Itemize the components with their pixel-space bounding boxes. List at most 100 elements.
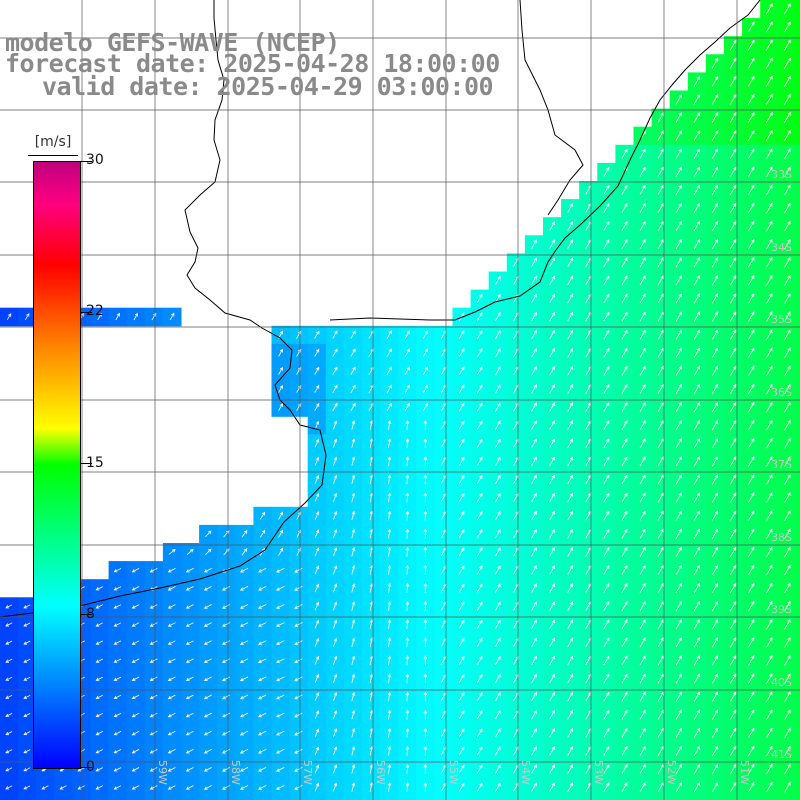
wind-arrow [132, 749, 140, 754]
wind-arrow [314, 403, 320, 412]
wind-arrow [186, 549, 194, 555]
wind-speed-cell [597, 796, 616, 800]
wind-arrow [314, 566, 319, 575]
wind-arrow [675, 112, 682, 123]
wind-arrow [114, 694, 122, 699]
wind-arrow [388, 656, 391, 666]
wind-arrow [23, 658, 31, 663]
wind-arrow-head [479, 420, 483, 425]
wind-arrow-head [258, 750, 262, 754]
wind-arrow-head [167, 786, 172, 790]
wind-arrow [693, 746, 700, 756]
wind-arrow [351, 746, 355, 756]
wind-arrow-head [569, 619, 573, 624]
wind-arrow-head [276, 786, 280, 790]
wind-arrow [258, 567, 267, 573]
wind-arrow-head [696, 383, 700, 388]
wind-arrow-head [606, 329, 610, 334]
wind-arrow-head [660, 546, 664, 551]
wind-arrow [351, 674, 355, 684]
wind-arrow-head [551, 474, 555, 479]
wind-arrow [204, 767, 212, 772]
wind-arrow [729, 366, 737, 376]
wind-arrow [765, 3, 773, 15]
wind-arrow [784, 185, 791, 196]
wind-arrow-head [733, 763, 737, 768]
wind-arrow-head [733, 293, 737, 298]
wind-arrow-head [152, 312, 157, 317]
wind-speed-cell [253, 796, 272, 800]
wind-arrow [603, 656, 610, 666]
wind-arrow [350, 367, 356, 375]
wind-arrow-head [315, 565, 320, 570]
wind-arrow-head [294, 587, 298, 591]
wind-arrow-head [333, 655, 338, 660]
wind-arrow-head [221, 677, 226, 682]
wind-arrow [567, 257, 573, 267]
wind-arrow-head [497, 565, 501, 569]
wind-arrow-head [479, 637, 483, 642]
wind-arrow-head [149, 569, 154, 573]
wind-arrow [639, 420, 646, 430]
wind-speed-cell [796, 687, 800, 707]
wind-arrow-head [167, 659, 172, 663]
colorbar-tick-label: 22 [86, 303, 104, 319]
wind-arrow-head [660, 347, 664, 352]
wind-arrow-head [479, 583, 483, 588]
wind-arrow [766, 293, 773, 304]
wind-arrow-head [642, 564, 646, 569]
wind-arrow-head [733, 148, 737, 153]
wind-arrow [440, 330, 447, 340]
wind-speed-cell [669, 796, 689, 800]
wind-arrow-head [276, 732, 280, 736]
wind-arrow [476, 638, 483, 647]
wind-arrow-head [405, 745, 410, 750]
wind-speed-cell [579, 796, 598, 800]
wind-arrow [711, 402, 718, 413]
wind-arrow-head [203, 587, 208, 591]
wind-arrow-head [678, 130, 682, 134]
wind-arrow-head [624, 619, 628, 624]
wind-arrow [368, 403, 374, 412]
wind-arrow-head [351, 438, 356, 443]
wind-arrow [369, 583, 373, 593]
wind-arrow-head [660, 438, 664, 442]
wind-arrow-head [551, 673, 555, 678]
wind-arrow [294, 748, 303, 754]
wind-arrow [388, 583, 391, 593]
wind-arrow-head [751, 600, 755, 605]
wind-arrow [585, 764, 592, 774]
wind-arrow-head [787, 39, 791, 44]
wind-arrow [314, 421, 319, 430]
wind-arrow-head [551, 402, 555, 407]
wind-arrow-head [678, 546, 682, 551]
wind-arrow-head [569, 655, 573, 660]
wind-arrow [729, 710, 737, 720]
wind-arrow-head [569, 528, 573, 533]
wind-arrow [657, 239, 664, 250]
wind-arrow-head [149, 677, 154, 681]
wind-arrow-head [5, 695, 10, 699]
wind-arrow-head [551, 438, 555, 443]
wind-arrow [784, 492, 791, 503]
wind-arrow [388, 746, 391, 756]
wind-arrow [132, 640, 140, 645]
wind-arrow-head [714, 220, 718, 225]
wind-arrow-head [334, 330, 338, 335]
wind-arrow [406, 619, 408, 630]
wind-arrow-head [23, 750, 28, 754]
wind-arrow-head [769, 311, 773, 316]
wind-arrow-head [461, 565, 465, 570]
wind-arrow [351, 511, 355, 521]
wind-arrow [729, 167, 737, 177]
wind-arrow [513, 475, 519, 485]
wind-arrow-head [185, 768, 190, 772]
wind-speed-cell [615, 796, 634, 800]
wind-arrow-head [5, 768, 10, 772]
wind-arrow-head [569, 402, 573, 406]
wind-arrow-head [787, 419, 791, 424]
wind-arrow [784, 329, 791, 340]
wind-arrow [204, 622, 212, 627]
wind-arrow-head [751, 419, 755, 424]
wind-arrow-head [497, 474, 501, 479]
